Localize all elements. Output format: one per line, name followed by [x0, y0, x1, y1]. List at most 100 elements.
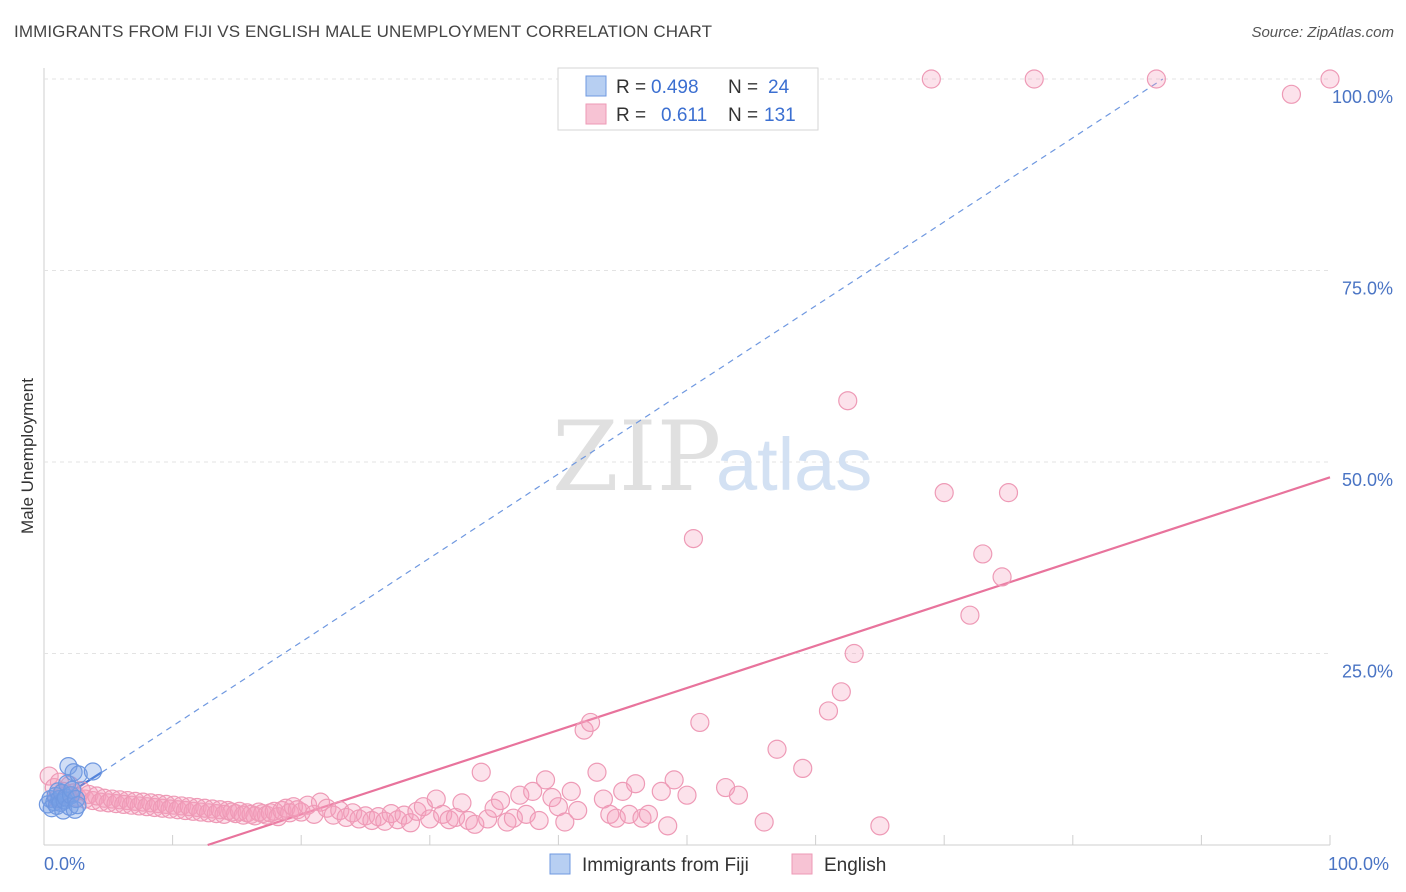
english-point	[574, 720, 594, 740]
chart-title: IMMIGRANTS FROM FIJI VS ENGLISH MALE UNE…	[14, 22, 713, 41]
english-point	[452, 793, 472, 813]
english-point	[503, 808, 523, 828]
legend-r-label-english: R =	[616, 105, 646, 126]
english-point	[677, 785, 697, 805]
bottom-legend-swatch-english	[791, 853, 813, 875]
english-point	[1024, 69, 1044, 89]
english-point	[870, 816, 890, 836]
english-point	[144, 797, 165, 818]
legend-r-value-fiji: 0.498	[651, 77, 699, 98]
legend-swatch-english	[585, 103, 607, 125]
english-point	[683, 528, 704, 549]
english-point	[137, 797, 157, 817]
english-point	[568, 800, 588, 821]
english-point	[121, 795, 142, 815]
english-point	[490, 790, 511, 811]
english-point	[844, 643, 864, 664]
english-point	[619, 804, 639, 824]
english-point	[168, 800, 188, 820]
english-point	[561, 781, 581, 801]
english-point	[658, 816, 678, 836]
english-point	[106, 794, 126, 814]
english-point	[465, 814, 485, 834]
fiji-point	[83, 762, 102, 781]
correlation-legend: R = 0.498 N = 24 R = 0.611 N = 131	[557, 67, 819, 131]
english-point	[793, 758, 813, 779]
english-point	[523, 781, 543, 801]
fiji-point	[67, 789, 86, 809]
english-point	[129, 796, 149, 816]
english-point	[510, 785, 530, 805]
english-point	[529, 810, 549, 831]
english-point	[606, 808, 626, 828]
bottom-legend-label-english: English	[824, 855, 886, 876]
english-point	[960, 605, 980, 625]
x-tick-label-min: 0.0%	[44, 854, 85, 874]
english-point	[625, 774, 646, 794]
english-point	[1281, 84, 1302, 104]
english-point	[921, 69, 941, 89]
english-point	[992, 567, 1012, 587]
english-point	[555, 812, 575, 832]
legend-r-value-english: 0.611	[661, 105, 707, 126]
bottom-legend-label-fiji: Immigrants from Fiji	[582, 855, 749, 876]
english-point	[934, 483, 954, 503]
english-point	[98, 793, 118, 813]
english-trend-line	[207, 476, 1331, 847]
english-point	[206, 803, 226, 824]
english-point	[191, 802, 211, 822]
english-point	[638, 804, 659, 824]
english-point	[535, 770, 556, 790]
y-axis-label: Male Unemployment	[18, 378, 37, 534]
y-tick-label: 25.0%	[1342, 662, 1393, 682]
english-point	[175, 800, 196, 821]
english-point	[400, 813, 421, 833]
gridlines	[44, 78, 1330, 654]
fiji-points	[38, 757, 102, 820]
legend-swatch-fiji	[585, 75, 607, 97]
english-point	[39, 766, 59, 786]
fiji-point	[68, 796, 87, 815]
legend-r-label-fiji: R =	[616, 77, 646, 98]
english-point	[160, 799, 180, 819]
x-tick-label-max: 100.0%	[1328, 854, 1389, 874]
english-point	[754, 812, 774, 832]
english-point	[1320, 69, 1340, 89]
english-point	[90, 792, 111, 812]
english-point	[728, 785, 749, 805]
legend-n-label-fiji: N =	[728, 77, 758, 98]
english-point	[478, 809, 498, 829]
english-point	[199, 803, 219, 823]
english-point	[690, 712, 710, 733]
english-point	[664, 770, 684, 790]
english-point	[587, 762, 607, 782]
english-point	[831, 682, 851, 702]
y-tick-label: 100.0%	[1332, 87, 1393, 107]
english-point	[998, 483, 1019, 503]
fiji-trend-extension	[101, 78, 1164, 773]
y-tick-label: 75.0%	[1342, 279, 1393, 299]
english-point	[767, 739, 787, 759]
english-point	[420, 809, 440, 829]
watermark-atlas: atlas	[716, 423, 872, 506]
fiji-point	[69, 765, 88, 784]
english-point	[183, 801, 203, 821]
watermark-zip: ZIP	[552, 401, 721, 513]
bottom-legend-swatch-fiji	[549, 853, 571, 875]
english-point	[973, 544, 993, 564]
english-point	[114, 794, 134, 815]
legend-n-label-english: N =	[728, 105, 758, 126]
english-point	[152, 798, 172, 818]
english-points	[39, 69, 1340, 836]
english-point	[394, 805, 414, 825]
english-point	[229, 801, 250, 821]
english-point	[471, 762, 491, 782]
legend-n-value-fiji: 24	[768, 77, 790, 98]
english-point	[580, 712, 601, 733]
y-tick-label: 50.0%	[1342, 470, 1393, 490]
english-point	[1146, 69, 1166, 89]
chart-source: Source: ZipAtlas.com	[1251, 24, 1394, 41]
x-minor-ticks	[172, 835, 1331, 845]
legend-n-value-english: 131	[764, 105, 796, 126]
